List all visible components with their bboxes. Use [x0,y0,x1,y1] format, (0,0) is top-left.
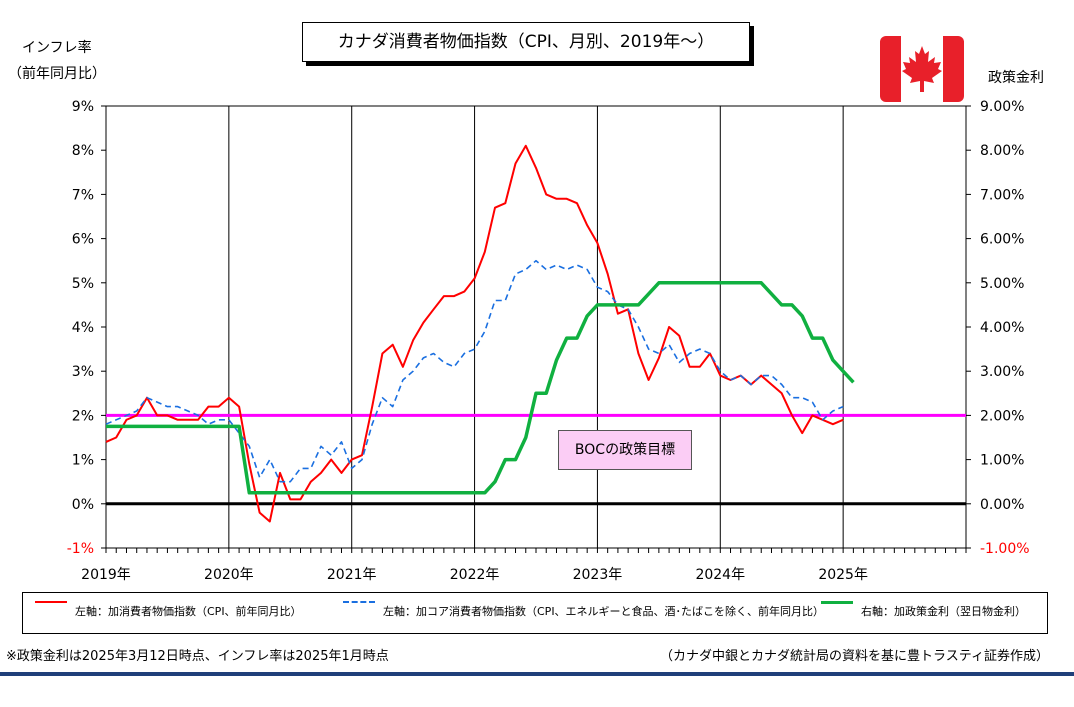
legend-swatch-cpi [35,601,67,603]
left-y-tick-label: 9% [72,99,94,115]
right-y-tick-label: 7.00% [980,187,1024,203]
right-y-tick-label: -1.00% [980,541,1030,557]
series-lines [105,144,855,523]
left-axis-title-line1: インフレ率 [22,40,92,56]
axis-tick-labels: -1% -1.00% 0% 0.00% 1% 1.00% 2% 2.00% 3% 3.00% 4% 4… [67,99,1030,583]
x-tick-label: 2021年 [327,567,377,583]
reference-lines [106,413,966,506]
source-note: （カナダ中銀とカナダ統計局の資料を基に豊トラスティ証券作成） [660,649,1049,664]
chart-title: カナダ消費者物価指数（CPI、月別、2019年～） [302,22,750,62]
vertical-gridlines [228,106,844,548]
plot-area-border [105,105,967,549]
footnote: ※政策金利は2025年3月12日時点、インフレ率は2025年1月時点 [6,649,389,664]
x-tick-label: 2025年 [818,567,868,583]
left-y-tick-label: 7% [72,187,94,203]
left-y-tick-label: 2% [72,408,94,424]
right-y-tick-label: 8.00% [980,143,1024,159]
right-axis-title: 政策金利 [988,70,1044,86]
axis-ticks [101,105,971,553]
right-y-tick-label: 2.00% [980,408,1024,424]
legend-item-cpi: 左軸：加消費者物価指数（CPI、前年同月比） [75,605,302,618]
left-y-tick-label: 4% [72,320,94,336]
left-axis-title-line2: （前年同月比） [8,66,106,82]
right-y-tick-label: 6.00% [980,232,1024,248]
left-y-tick-label: -1% [67,541,94,557]
left-y-tick-label: 5% [72,276,94,292]
legend-swatch-rate [821,601,853,604]
boc-target-annotation: BOCの政策目標 [558,430,692,470]
left-y-tick-label: 3% [72,364,94,380]
right-y-tick-label: 5.00% [980,276,1024,292]
left-y-tick-label: 6% [72,232,94,248]
left-y-tick-label: 1% [72,453,94,469]
right-y-tick-label: 0.00% [980,497,1024,513]
x-tick-label: 2019年 [81,567,131,583]
plot-frame [105,105,967,549]
right-y-tick-label: 4.00% [980,320,1024,336]
legend-item-rate: 右軸：加政策金利（翌日物金利） [861,605,1026,618]
legend: 左軸：加消費者物価指数（CPI、前年同月比） 左軸：加コア消費者物価指数（CPI… [22,592,1048,634]
x-tick-label: 2024年 [695,567,745,583]
cpi-line [105,144,844,523]
canada-flag-icon [880,36,964,102]
legend-item-core: 左軸：加コア消費者物価指数（CPI、エネルギーと食品、酒･たばこを除く、前年同月… [383,605,825,618]
x-tick-label: 2022年 [450,567,500,583]
left-y-tick-label: 8% [72,143,94,159]
x-tick-label: 2020年 [204,567,254,583]
bottom-accent-bar [0,672,1074,676]
policy-rate-line [106,281,855,495]
legend-swatch-core [343,601,375,603]
right-y-tick-label: 3.00% [980,364,1024,380]
right-y-tick-label: 9.00% [980,99,1024,115]
x-tick-label: 2023年 [573,567,623,583]
left-y-tick-label: 0% [72,497,94,513]
right-y-tick-label: 1.00% [980,453,1024,469]
